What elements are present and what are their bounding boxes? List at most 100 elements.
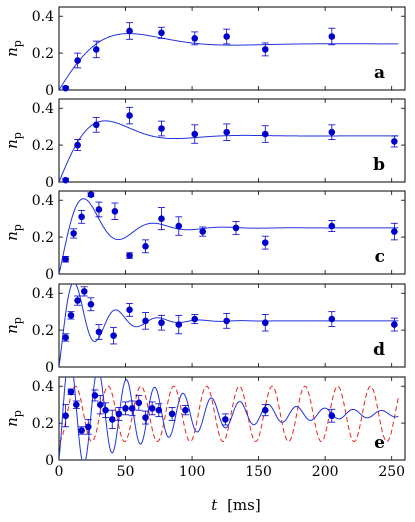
data-point xyxy=(74,297,81,304)
panel-letter: b xyxy=(373,155,385,175)
y-tick-label: 0.2 xyxy=(32,323,54,339)
y-tick-label: 0.4 xyxy=(32,101,54,117)
y-axis-label: np xyxy=(3,410,24,427)
undamped-curve xyxy=(59,385,399,443)
data-point xyxy=(148,405,156,412)
y-axis-subscript: p xyxy=(11,132,24,139)
panel-letter: e xyxy=(374,433,385,453)
y-tick-label: 0.2 xyxy=(32,138,54,154)
y-axis-subscript: p xyxy=(11,317,24,324)
data-point xyxy=(328,222,336,230)
panel-d: 0 0.2 0.4 np d xyxy=(3,283,406,376)
y-tick-label: 0 xyxy=(45,83,54,99)
panel-letter: c xyxy=(375,247,385,267)
data-point xyxy=(126,112,133,119)
y-tick-label: 0.2 xyxy=(32,46,54,62)
data-point xyxy=(67,388,75,396)
data-point xyxy=(142,317,149,325)
data-point xyxy=(261,46,269,53)
data-point xyxy=(182,406,189,414)
y-axis-label: np xyxy=(3,317,24,334)
data-point xyxy=(62,412,69,420)
data-point xyxy=(95,206,103,213)
y-axis-label: np xyxy=(3,40,24,57)
data-point xyxy=(391,138,398,145)
fit-curve xyxy=(59,284,399,367)
data-point xyxy=(328,315,336,323)
data-point xyxy=(78,427,85,434)
x-tick-label: 0 xyxy=(55,464,64,480)
data-point xyxy=(261,319,269,327)
data-point xyxy=(95,328,103,336)
data-point xyxy=(115,410,123,418)
data-point xyxy=(261,239,269,246)
y-axis-variable: n xyxy=(3,47,21,57)
y-axis-variable: n xyxy=(3,231,21,241)
panel-c: 0 0.2 0.4 np c xyxy=(3,190,406,283)
y-tick-label: 0 xyxy=(45,360,54,376)
data-point xyxy=(126,27,133,35)
fit-curve xyxy=(59,120,399,182)
data-point xyxy=(62,84,69,92)
data-point xyxy=(168,410,176,418)
data-point xyxy=(92,121,100,129)
data-point xyxy=(70,230,77,237)
data-point xyxy=(175,222,183,230)
data-point xyxy=(73,401,80,408)
x-axis-variable: t xyxy=(211,496,218,514)
data-point xyxy=(391,228,398,235)
data-point xyxy=(232,224,240,232)
y-axis-variable: n xyxy=(3,139,21,149)
data-point xyxy=(62,255,69,263)
data-point xyxy=(328,33,336,40)
y-tick-label: 0.4 xyxy=(32,9,54,25)
y-axis-variable: n xyxy=(3,324,21,334)
y-tick-label: 0 xyxy=(45,175,54,191)
data-point xyxy=(87,191,95,198)
data-point xyxy=(223,128,230,136)
data-point xyxy=(74,57,81,64)
panel-e: 0 50 100 150 200 250 0 0.2 0.4 np e xyxy=(3,376,406,480)
y-tick-label: 0.4 xyxy=(32,286,54,302)
svg-text:t [ms]: t [ms] xyxy=(211,496,260,514)
data-point xyxy=(175,321,183,328)
y-tick-label: 0.4 xyxy=(32,193,54,209)
data-point xyxy=(62,334,69,341)
data-point xyxy=(191,35,199,42)
panel-frame xyxy=(58,6,406,91)
data-point xyxy=(223,317,230,325)
data-point xyxy=(142,414,149,421)
data-point xyxy=(87,300,95,308)
data-point xyxy=(84,423,92,431)
panels-group: 00.20.4npa00.20.4npb00.20.4npc00.20.4npd… xyxy=(3,6,406,480)
data-point xyxy=(261,406,269,414)
data-point xyxy=(199,228,207,235)
data-point xyxy=(158,125,165,132)
x-tick-label: 100 xyxy=(179,464,206,480)
y-axis-subscript: p xyxy=(11,40,24,47)
data-point xyxy=(126,306,133,314)
x-axis-title: t [ms] xyxy=(211,496,260,514)
data-point xyxy=(74,141,81,149)
y-tick-label: 0 xyxy=(45,267,54,283)
data-point xyxy=(122,405,129,412)
data-point xyxy=(391,321,398,328)
data-point xyxy=(158,29,165,37)
data-point xyxy=(155,406,163,414)
data-point xyxy=(126,252,133,259)
data-point xyxy=(111,207,119,215)
data-point xyxy=(128,405,136,412)
x-axis-unit: [ms] xyxy=(227,496,261,514)
x-tick-label: 50 xyxy=(117,464,135,480)
panel-frame xyxy=(58,190,406,275)
data-point xyxy=(328,128,336,136)
data-point xyxy=(80,288,88,295)
data-point xyxy=(158,215,165,222)
panel-frame xyxy=(58,376,406,461)
data-point xyxy=(96,401,104,408)
data-point xyxy=(223,33,230,40)
data-point xyxy=(102,406,109,414)
fit-curve xyxy=(59,198,399,274)
y-axis-label: np xyxy=(3,224,24,241)
